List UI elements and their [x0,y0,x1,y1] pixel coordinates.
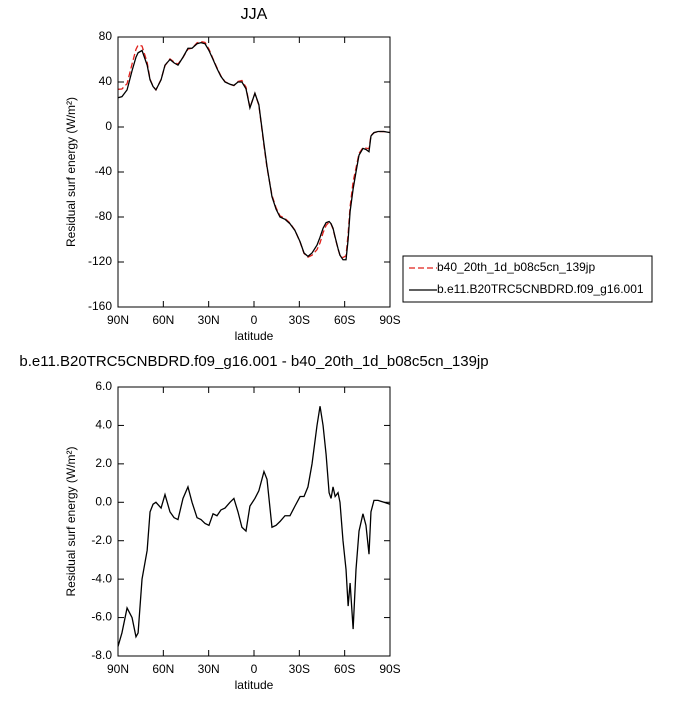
x-tick-label: 30S [289,313,310,327]
y-tick-label: 0.0 [95,494,112,508]
y-tick-label: 2.0 [95,456,112,470]
y-axis-label: Residual surf energy (W/m²) [64,97,78,247]
x-tick-label: 60N [152,662,174,676]
y-tick-label: -40 [95,164,113,178]
x-tick-label: 30N [198,313,220,327]
x-tick-label: 60S [334,313,355,327]
y-tick-label: -4.0 [91,571,112,585]
chart-title: JJA [241,6,268,23]
data-line [117,41,391,261]
y-axis-label: Residual surf energy (W/m²) [64,446,78,596]
x-tick-label: 90N [107,662,129,676]
x-tick-label: 60S [334,662,355,676]
chart-title: b.e11.B20TRC5CNBDRD.f09_g16.001 - b40_20… [19,353,488,370]
y-tick-label: -2.0 [91,533,112,547]
y-tick-label: 6.0 [95,379,112,393]
x-axis-label: latitude [235,329,274,343]
y-tick-label: -6.0 [91,610,112,624]
y-tick-label: -80 [95,209,113,223]
data-line [117,406,391,647]
y-tick-label: 0 [105,119,112,133]
x-tick-label: 90S [379,313,400,327]
x-tick-label: 0 [251,662,258,676]
y-tick-label: 80 [99,29,113,43]
y-tick-label: -8.0 [91,648,112,662]
x-tick-label: 30N [198,662,220,676]
x-tick-label: 30S [289,662,310,676]
plot-frame [117,36,391,308]
x-tick-label: 60N [152,313,174,327]
y-tick-label: 40 [99,74,113,88]
x-tick-label: 90S [379,662,400,676]
x-tick-label: 90N [107,313,129,327]
x-axis-label: latitude [235,678,274,692]
legend-label: b.e11.B20TRC5CNBDRD.f09_g16.001 [437,282,644,296]
y-tick-label: -160 [88,299,112,313]
y-tick-label: -120 [88,254,112,268]
plot-frame [117,386,391,657]
x-tick-label: 0 [251,313,258,327]
legend-box [402,255,653,303]
y-tick-label: 4.0 [95,418,112,432]
legend-label: b40_20th_1d_b08c5cn_139jp [437,260,595,274]
